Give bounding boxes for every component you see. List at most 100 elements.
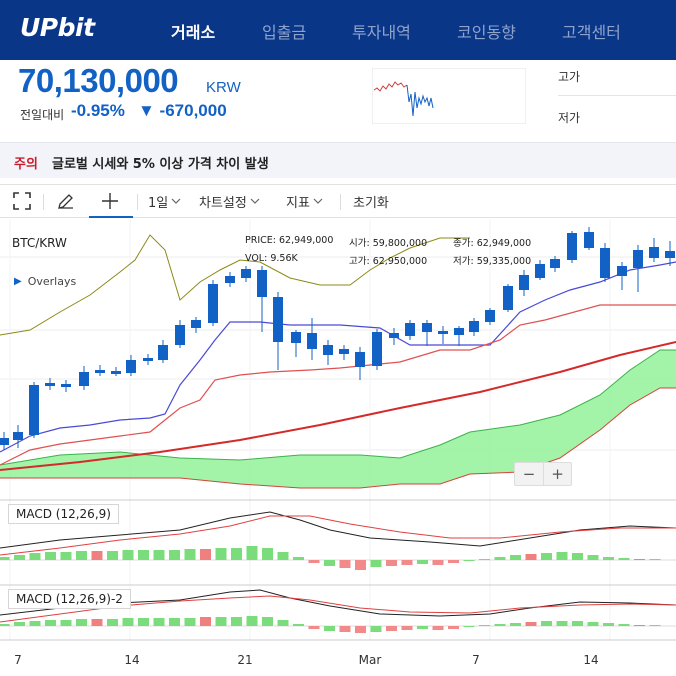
mini-chart-blue-line xyxy=(406,84,434,117)
macd-histogram-bar xyxy=(339,560,351,568)
zoom-out-button[interactable]: − xyxy=(522,465,536,483)
ohlc-open-value: 59,800,000 xyxy=(372,238,428,249)
macd-2-label[interactable]: MACD (12,26,9)-2 xyxy=(8,589,131,609)
macd-histogram-bar xyxy=(634,625,645,626)
crosshair-button[interactable] xyxy=(100,185,120,217)
interval-select[interactable]: 1일 xyxy=(148,185,181,217)
macd-histogram-bar xyxy=(60,620,72,626)
candle-down xyxy=(29,385,39,435)
notice-tag: 주의 xyxy=(14,157,38,172)
candle-down xyxy=(372,332,382,366)
candle-down xyxy=(405,323,415,336)
candle-down xyxy=(469,321,479,332)
macd-histogram-bar xyxy=(401,626,413,630)
macd-histogram-bar xyxy=(169,618,180,626)
ohlc-low-label: 저가: xyxy=(453,256,474,267)
macd-histogram-bar xyxy=(324,560,335,566)
candle-down xyxy=(389,333,399,338)
fullscreen-icon xyxy=(13,192,31,210)
reset-label: 초기화 xyxy=(353,195,389,211)
cloud-fill xyxy=(0,350,676,488)
conversion-line xyxy=(0,261,676,453)
crosshair-active-indicator xyxy=(89,216,133,218)
crosshair-icon xyxy=(102,193,118,209)
macd-histogram-bar xyxy=(541,621,552,626)
chevron-down-icon xyxy=(313,198,323,204)
macd-histogram-bar xyxy=(510,623,521,626)
candle-down xyxy=(535,264,545,278)
candle-down xyxy=(550,259,560,268)
overlays-toggle[interactable]: ▶ Overlays xyxy=(14,275,76,288)
candle-down xyxy=(633,250,643,268)
toolbar-separator xyxy=(43,194,44,210)
candlestick-chart[interactable]: 7 14 21 Mar 7 14 xyxy=(0,219,676,676)
nav-deposit-withdraw[interactable]: 입출금 xyxy=(262,23,307,42)
macd-histogram-bar xyxy=(122,550,134,560)
macd-histogram-bar xyxy=(0,624,10,626)
macd-histogram-bar xyxy=(463,626,475,627)
upbit-logo[interactable]: UPbit xyxy=(20,13,95,42)
candle-down xyxy=(584,232,594,248)
candle-down xyxy=(503,286,513,310)
macd-histogram-bar xyxy=(649,625,661,626)
chart-pair-label: BTC/KRW xyxy=(12,236,67,250)
macd-histogram-bar xyxy=(463,560,475,561)
fullscreen-button[interactable] xyxy=(12,185,32,217)
macd-histogram-bar xyxy=(587,622,599,626)
ohlc-vol: VOL: 9.56K xyxy=(245,253,298,264)
candle-down xyxy=(0,438,9,445)
mini-price-chart[interactable] xyxy=(372,68,526,124)
notice-text[interactable]: 글로벌 시세와 5% 이상 가격 차이 발생 xyxy=(52,157,269,172)
candle-down xyxy=(567,233,577,260)
candle-down xyxy=(422,323,432,332)
macd-histogram-bar xyxy=(122,618,134,626)
ohlc-price-value: 62,949,000 xyxy=(279,235,334,246)
nav-exchange[interactable]: 거래소 xyxy=(171,23,216,42)
macd-histogram-bar xyxy=(215,548,227,560)
macd-histogram-bar xyxy=(277,552,289,560)
macd-histogram-bar xyxy=(91,551,103,560)
macd-histogram-bar xyxy=(138,618,149,626)
mini-chart-red-line xyxy=(373,81,408,92)
reset-button[interactable]: 초기화 xyxy=(353,185,389,217)
candle-down xyxy=(241,269,251,278)
macd-histogram-bar xyxy=(525,554,537,560)
nav-investments[interactable]: 투자내역 xyxy=(352,23,411,42)
chart-settings-select[interactable]: 차트설정 xyxy=(199,185,260,217)
macd-histogram-bar xyxy=(355,626,366,633)
macd-histogram-bar xyxy=(587,555,599,560)
macd-histogram-bar xyxy=(29,553,41,560)
indicators-select[interactable]: 지표 xyxy=(286,185,323,217)
macd-histogram-bar xyxy=(510,555,521,560)
candle-down xyxy=(61,384,71,387)
candle-down xyxy=(191,320,201,328)
ohlc-price: PRICE: 62,949,000 xyxy=(245,235,333,246)
draw-button[interactable] xyxy=(56,185,76,217)
candle-down xyxy=(485,310,495,322)
x-tick-label: 7 xyxy=(14,653,22,667)
macd-histogram-bar xyxy=(45,552,56,560)
macd-histogram-bar xyxy=(525,622,537,626)
zoom-in-button[interactable]: + xyxy=(542,463,571,485)
candle-down xyxy=(95,370,105,373)
macd-histogram-bar xyxy=(308,560,320,563)
x-tick-label: 21 xyxy=(237,653,252,667)
macd-histogram-bar xyxy=(308,626,320,629)
change-amount: ▼ -670,000 xyxy=(138,101,227,120)
nav-customer-center[interactable]: 고객센터 xyxy=(562,23,621,42)
macd-1-label[interactable]: MACD (12,26,9) xyxy=(8,504,119,524)
macd-histogram-bar xyxy=(541,553,552,560)
cloud-span-b xyxy=(0,387,676,489)
ohlc-vol-value: 9.56K xyxy=(270,253,298,264)
candle-down xyxy=(13,432,23,440)
macd-histogram-bar xyxy=(45,620,56,626)
candle-down xyxy=(208,284,218,323)
macd-panel-2 xyxy=(0,589,676,633)
macd-line xyxy=(0,511,676,549)
macd-histogram-bar xyxy=(29,621,41,626)
pencil-icon xyxy=(58,194,73,209)
nav-coin-trends[interactable]: 코인동향 xyxy=(457,23,516,42)
macd-histogram-bar xyxy=(432,626,444,630)
candle-down xyxy=(257,270,267,297)
macd-histogram-bar xyxy=(293,624,304,626)
